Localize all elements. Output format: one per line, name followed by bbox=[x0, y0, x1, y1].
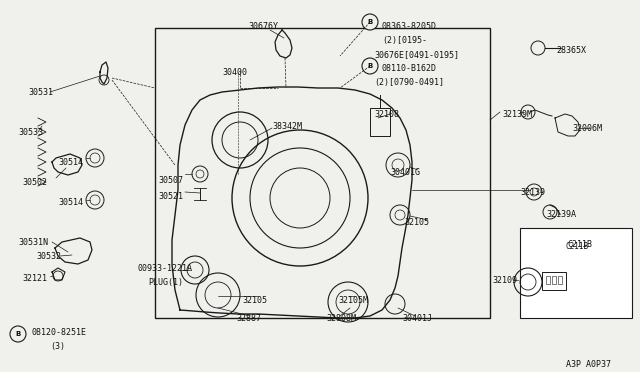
Circle shape bbox=[10, 326, 26, 342]
Text: 30401G: 30401G bbox=[390, 168, 420, 177]
Text: (3): (3) bbox=[50, 342, 65, 351]
Text: 32105M: 32105M bbox=[338, 296, 368, 305]
Text: 38342M: 38342M bbox=[272, 122, 302, 131]
Text: 30502: 30502 bbox=[22, 178, 47, 187]
Text: 32887: 32887 bbox=[236, 314, 261, 323]
Text: 08363-8205D: 08363-8205D bbox=[382, 22, 437, 31]
Text: 32105: 32105 bbox=[242, 296, 267, 305]
Bar bbox=[552, 276, 556, 284]
Text: A3P A0P37: A3P A0P37 bbox=[566, 360, 611, 369]
Text: 30531: 30531 bbox=[28, 88, 53, 97]
Text: (2)[0195-: (2)[0195- bbox=[382, 36, 427, 45]
Text: 30533: 30533 bbox=[18, 128, 43, 137]
Text: 08110-B162D: 08110-B162D bbox=[382, 64, 437, 73]
Bar bbox=[546, 276, 550, 284]
Text: 30521: 30521 bbox=[158, 192, 183, 201]
Text: 32139: 32139 bbox=[520, 188, 545, 197]
Text: 00933-1221A: 00933-1221A bbox=[138, 264, 193, 273]
Bar bbox=[370, 108, 390, 136]
Text: 30400: 30400 bbox=[222, 68, 247, 77]
Text: PLUG(1): PLUG(1) bbox=[148, 278, 183, 287]
Bar bbox=[542, 272, 566, 290]
Text: 30676Y: 30676Y bbox=[248, 22, 278, 31]
Bar bbox=[520, 228, 632, 318]
Text: 08120-8251E: 08120-8251E bbox=[32, 328, 87, 337]
Text: 32105: 32105 bbox=[404, 218, 429, 227]
Text: 30401J: 30401J bbox=[402, 314, 432, 323]
Text: 28365X: 28365X bbox=[556, 46, 586, 55]
Text: C211B: C211B bbox=[567, 240, 592, 249]
Text: 32808M: 32808M bbox=[326, 314, 356, 323]
Bar bbox=[558, 276, 562, 284]
Circle shape bbox=[362, 58, 378, 74]
Circle shape bbox=[362, 14, 378, 30]
Text: B: B bbox=[367, 63, 372, 69]
Text: 32139A: 32139A bbox=[546, 210, 576, 219]
Text: 30531N: 30531N bbox=[18, 238, 48, 247]
Text: B: B bbox=[367, 19, 372, 25]
Bar bbox=[155, 28, 490, 318]
Text: B: B bbox=[15, 331, 20, 337]
Text: (2)[0790-0491]: (2)[0790-0491] bbox=[374, 78, 444, 87]
Text: 30514: 30514 bbox=[58, 198, 83, 207]
Text: 30676E[0491-0195]: 30676E[0491-0195] bbox=[374, 50, 459, 59]
Text: 30532: 30532 bbox=[36, 252, 61, 261]
Text: 30507: 30507 bbox=[158, 176, 183, 185]
Text: 30514: 30514 bbox=[58, 158, 83, 167]
Text: 32121: 32121 bbox=[22, 274, 47, 283]
Text: 32006M: 32006M bbox=[572, 124, 602, 133]
Text: 32109: 32109 bbox=[492, 276, 517, 285]
Text: 32108: 32108 bbox=[374, 110, 399, 119]
Text: 32139M: 32139M bbox=[502, 110, 532, 119]
Text: C211B: C211B bbox=[565, 242, 588, 251]
